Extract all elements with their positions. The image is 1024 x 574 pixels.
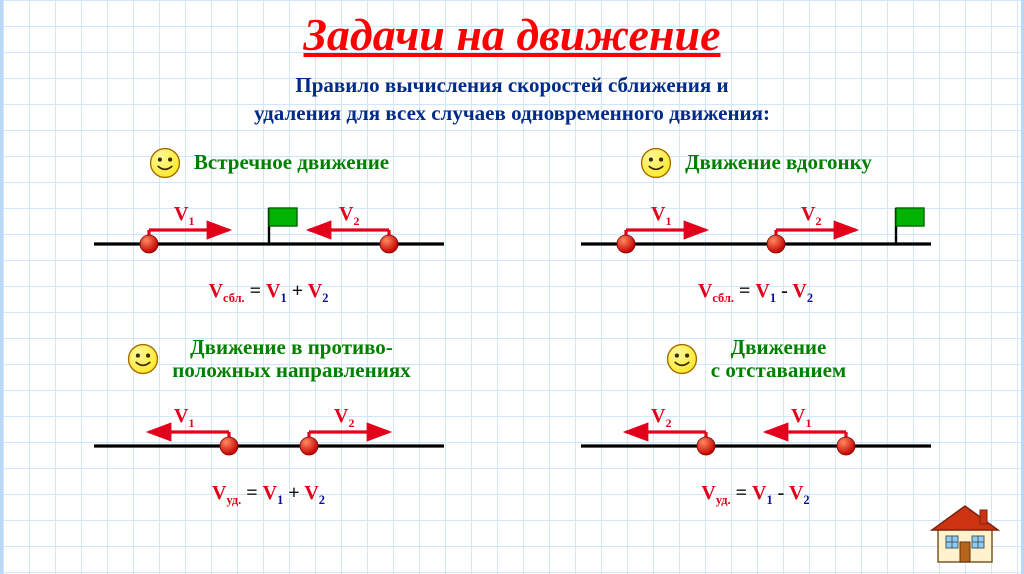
house-icon (924, 502, 1006, 564)
smiley-icon (148, 146, 182, 180)
svg-text:V1: V1 (174, 203, 194, 228)
formula: Vуд. = V1 + V2 (212, 482, 325, 508)
heading-row: Движение в противо-положных направлениях (126, 336, 410, 382)
page: Задачи на движение Правило вычисления ск… (0, 0, 1024, 574)
svg-text:V1: V1 (791, 405, 811, 430)
smiley-icon (639, 146, 673, 180)
cell-heading: Движениес отставанием (711, 336, 846, 382)
heading-row: Встречное движение (148, 146, 389, 180)
cell-heading: Движение в противо-положных направлениях (172, 336, 410, 382)
smiley-icon (126, 342, 160, 376)
svg-text:V2: V2 (801, 203, 821, 228)
diagrams-grid: Встречное движение V1 V2 Vсбл. = V1 + V2 Д… (30, 146, 994, 508)
cell-heading: Движение вдогонку (685, 151, 872, 174)
diagram-cell-3: Движениес отставанием V2 V1 Vуд. = V1 - V2 (527, 336, 984, 508)
diagram-cell-0: Встречное движение V1 V2 Vсбл. = V1 + V2 (40, 146, 497, 306)
subtitle: Правило вычисления скоростей сближения и… (30, 71, 994, 128)
heading-row: Движениес отставанием (665, 336, 846, 382)
page-title: Задачи на движение (30, 8, 994, 61)
svg-text:V2: V2 (334, 405, 354, 430)
formula: Vсбл. = V1 + V2 (209, 280, 329, 306)
smiley-icon (665, 342, 699, 376)
diagram-cell-1: Движение вдогонку V1 V2 Vсбл. = V1 - V2 (527, 146, 984, 306)
motion-diagram: V1 V2 (79, 194, 459, 272)
motion-diagram: V2 V1 (566, 396, 946, 474)
diagram-cell-2: Движение в противо-положных направлениях… (40, 336, 497, 508)
formula: Vсбл. = V1 - V2 (698, 280, 813, 306)
motion-diagram: V1 V2 (79, 396, 459, 474)
motion-diagram: V1 V2 (566, 194, 946, 272)
subtitle-line1: Правило вычисления скоростей сближения и (295, 73, 728, 97)
cell-heading: Встречное движение (194, 151, 389, 174)
svg-text:V2: V2 (651, 405, 671, 430)
heading-row: Движение вдогонку (639, 146, 872, 180)
formula: Vуд. = V1 - V2 (701, 482, 809, 508)
svg-text:V2: V2 (339, 203, 359, 228)
subtitle-line2: удаления для всех случаев одновременного… (254, 101, 770, 125)
svg-text:V1: V1 (174, 405, 194, 430)
svg-text:V1: V1 (651, 203, 671, 228)
